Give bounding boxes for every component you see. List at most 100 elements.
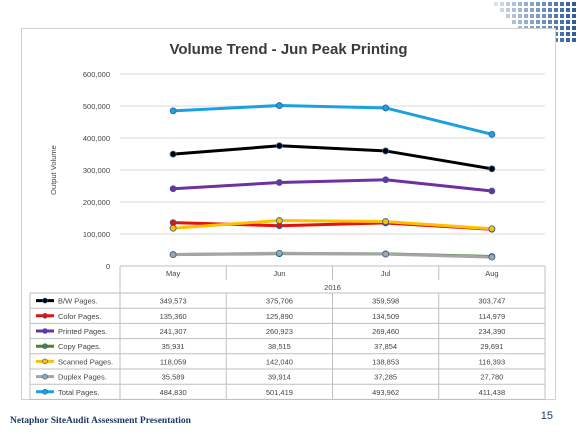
deco-dot [524, 14, 528, 18]
series-line [173, 104, 493, 136]
page-number: 15 [540, 410, 553, 422]
legend-series-name: Scanned Pages. [58, 357, 113, 366]
deco-dot [506, 8, 510, 12]
deco-dot [536, 20, 540, 24]
table-data-label: 35,931 [162, 342, 185, 351]
deco-dot [542, 8, 546, 12]
deco-dot [554, 20, 558, 24]
table-data-label: 114,979 [479, 312, 506, 321]
y-tick-label: 400,000 [83, 134, 110, 143]
deco-dot [518, 8, 522, 12]
series-line [173, 251, 492, 259]
deco-dot [542, 14, 546, 18]
deco-dot [548, 20, 552, 24]
data-point [169, 107, 177, 115]
deco-dot [554, 8, 558, 12]
presentation-name: Netaphor SiteAudit Assessment Presentati… [10, 416, 191, 426]
deco-dot [506, 2, 510, 6]
table-data-label: 37,285 [374, 373, 397, 382]
table-data-label: 234,390 [478, 327, 505, 336]
deco-dot [500, 8, 504, 12]
y-tick-label: 300,000 [83, 166, 110, 175]
deco-dot [572, 32, 576, 36]
deco-dot [524, 2, 528, 6]
deco-dot [542, 20, 546, 24]
deco-dot [512, 2, 516, 6]
data-point [382, 218, 390, 225]
table-data-label: 269,460 [372, 327, 399, 336]
legend-key-marker [42, 388, 48, 395]
table-data-label: 134,509 [372, 312, 399, 321]
deco-dot [554, 38, 558, 42]
y-axis-title: Output Volume [49, 145, 58, 195]
table-data-label: 349,573 [160, 297, 187, 306]
legend-key-marker [42, 343, 48, 350]
chart-container: Volume Trend - Jun Peak Printing 0 100,00… [21, 28, 556, 400]
data-point [275, 217, 283, 224]
deco-dot [518, 2, 522, 6]
deco-dot [530, 8, 534, 12]
data-point [488, 130, 496, 138]
deco-dot [554, 32, 558, 36]
deco-dot [536, 14, 540, 18]
deco-dot [566, 26, 570, 30]
line-chart: 0 100,000 200,000 300,000 400,000 500,000 600,… [29, 70, 546, 400]
deco-dot [536, 2, 540, 6]
y-tick-label: 100,000 [83, 230, 110, 239]
deco-dot [512, 20, 516, 24]
deco-dot [572, 38, 576, 42]
data-point [169, 219, 177, 227]
deco-dot [566, 14, 570, 18]
deco-dot [560, 32, 564, 36]
legend-key-marker [42, 297, 48, 304]
data-point [382, 147, 390, 155]
deco-dot [518, 14, 522, 18]
table-data-label: 260,923 [266, 327, 293, 336]
deco-dot [512, 8, 516, 12]
legend-series-name: Color Pages. [58, 312, 101, 321]
data-point [488, 253, 496, 261]
x-category-label: May [166, 269, 180, 278]
deco-dot [572, 2, 576, 6]
data-point [169, 150, 177, 158]
deco-dot [500, 2, 504, 6]
deco-dot [572, 14, 576, 18]
table-data-label: 37,854 [374, 342, 397, 351]
deco-dot [518, 20, 522, 24]
table-data-label: 241,307 [160, 327, 187, 336]
data-point [382, 104, 390, 112]
data-point [169, 224, 177, 232]
x-category-label: Aug [485, 269, 498, 278]
deco-dot [560, 8, 564, 12]
deco-dot [548, 2, 552, 6]
deco-dot [572, 8, 576, 12]
x-category-label: Jun [273, 269, 285, 278]
legend-series-name: Copy Pages. [58, 342, 101, 351]
table-data-label: 38,515 [268, 342, 291, 351]
series-line [173, 178, 493, 193]
table-data-label: 27,780 [480, 373, 503, 382]
legend-key-marker [42, 373, 48, 380]
deco-dot [566, 20, 570, 24]
table-data-label: 484,830 [160, 388, 187, 397]
deco-dot [560, 26, 564, 30]
deco-dot [530, 14, 534, 18]
data-point [169, 251, 177, 259]
table-data-label: 125,890 [266, 312, 293, 321]
data-point [275, 102, 283, 109]
deco-dot [524, 20, 528, 24]
table-data-label: 29,691 [480, 342, 503, 351]
deco-dot [542, 2, 546, 6]
table-data-label: 39,914 [268, 373, 291, 382]
table-data-label: 501,419 [266, 388, 293, 397]
deco-dot [560, 14, 564, 18]
deco-dot [572, 20, 576, 24]
legend-series-name: B/W Pages. [58, 297, 98, 306]
deco-dot [554, 2, 558, 6]
table-data-label: 411,438 [479, 388, 506, 397]
table-data-label: 116,393 [479, 357, 506, 366]
deco-dot [566, 8, 570, 12]
deco-dot [536, 8, 540, 12]
table-data-label: 135,360 [160, 312, 187, 321]
legend-key-marker [42, 358, 48, 365]
